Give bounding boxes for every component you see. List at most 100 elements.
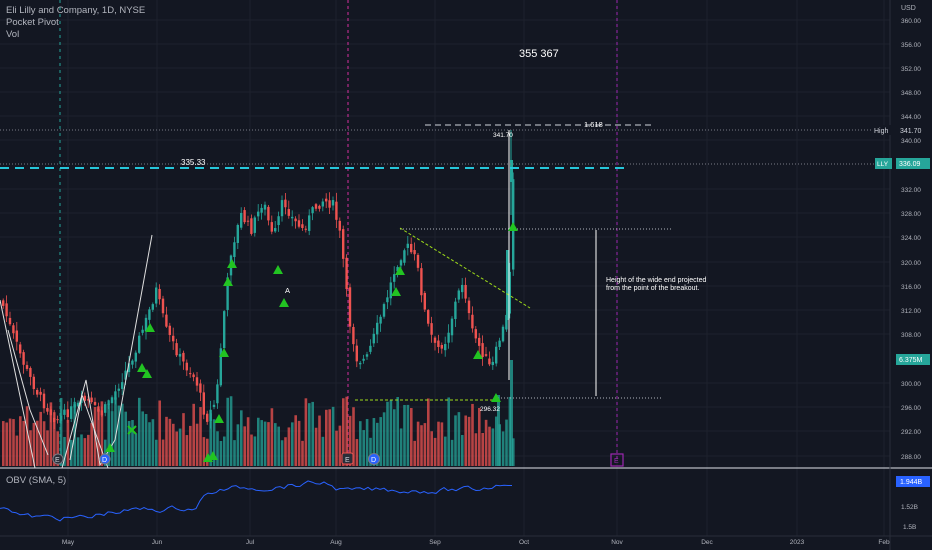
- candle-body: [345, 257, 348, 290]
- obv-badge: 1.944B: [896, 476, 930, 487]
- candle-body: [97, 406, 100, 412]
- pocket-pivot-triangle: [508, 222, 518, 231]
- candle-body: [427, 310, 430, 324]
- candle-body: [342, 229, 345, 259]
- volume-bar: [297, 420, 301, 466]
- event-marker-earnings[interactable]: E: [341, 452, 354, 465]
- price-axis-tick: 344.00: [901, 114, 921, 121]
- high-badge-label: High: [874, 128, 889, 135]
- candle-body: [495, 346, 498, 364]
- volume-bar: [134, 433, 138, 466]
- volume-bar: [76, 437, 80, 466]
- volume-bar: [427, 398, 430, 466]
- candle-body: [151, 304, 154, 310]
- drawn-zigzag: [69, 393, 109, 469]
- volume-bar: [121, 403, 124, 466]
- pocket-pivot-triangle: [391, 287, 401, 296]
- candle-body: [484, 354, 488, 356]
- candle-body: [240, 212, 243, 228]
- volume-bar: [413, 440, 416, 466]
- candle-body: [444, 344, 447, 351]
- candle-body: [399, 260, 403, 266]
- volume-bar: [253, 436, 257, 466]
- candle-body: [321, 201, 324, 207]
- chart-legend: Eli Lilly and Company, 1D, NYSE Pocket P…: [6, 5, 145, 41]
- pocket-pivot-triangle: [137, 363, 147, 372]
- candle-body: [467, 300, 471, 314]
- price-axis-tick: 332.00: [901, 187, 921, 194]
- candle-body: [280, 200, 284, 217]
- pocket-pivot-triangle: [219, 348, 229, 357]
- drawn-zigzag: [7, 329, 49, 456]
- candle-body: [93, 401, 97, 405]
- candle-body: [15, 330, 18, 342]
- candle-body: [141, 329, 144, 333]
- volume-bar: [345, 396, 348, 466]
- volume-bar: [433, 437, 437, 466]
- cross-marker: [127, 425, 137, 435]
- candle-body: [267, 206, 270, 221]
- pocket-pivot-triangle: [273, 265, 283, 274]
- volume-bar: [175, 431, 178, 466]
- candle-body: [39, 391, 42, 395]
- event-marker-earnings[interactable]: E: [52, 453, 64, 465]
- time-axis-label: May: [62, 539, 75, 546]
- volume-bar: [510, 360, 513, 466]
- volume-bar: [440, 422, 444, 466]
- candle-body: [223, 311, 226, 349]
- obv-axis-tick: 1.5B: [903, 524, 916, 531]
- event-marker-dividend[interactable]: D: [99, 453, 111, 465]
- candle-body: [498, 340, 501, 347]
- candle-body: [138, 335, 141, 353]
- candle-body: [178, 353, 182, 357]
- price-axis-tick: 340.00: [901, 138, 921, 145]
- candle-body: [338, 220, 341, 231]
- price-axis[interactable]: 360.00 356.00 352.00 348.00 344.00 340.00 332.…: [901, 18, 921, 461]
- drawn-zigzag: [61, 234, 153, 469]
- volume-bar: [22, 420, 25, 466]
- candle-body: [168, 325, 171, 335]
- time-axis[interactable]: May Jun Jul Aug Sep Oct Nov Dec 2023 Feb: [62, 539, 890, 546]
- volume-bar: [178, 428, 182, 466]
- indicator-pocket-pivot[interactable]: Pocket Pivot: [6, 17, 59, 28]
- time-axis-label: Aug: [330, 539, 342, 546]
- candle-body: [420, 268, 423, 296]
- candle-body: [134, 352, 137, 362]
- price-axis-tick: 320.00: [901, 260, 921, 267]
- candle-body: [478, 337, 481, 346]
- volume-bar: [461, 434, 464, 466]
- event-marker-earnings-upcoming[interactable]: E: [610, 453, 624, 467]
- symbol-title[interactable]: Eli Lilly and Company, 1D, NYSE: [6, 5, 146, 16]
- candle-body: [376, 322, 379, 335]
- volume-bar: [90, 422, 93, 466]
- candle-body: [5, 303, 8, 317]
- volume-bar: [267, 422, 270, 466]
- volume-bar: [114, 397, 117, 466]
- indicator-volume[interactable]: Vol: [6, 29, 20, 40]
- candle-body: [274, 228, 277, 232]
- candle-body: [284, 199, 287, 208]
- volume-bar: [32, 422, 36, 466]
- volume-bar: [450, 439, 454, 466]
- candle-body: [450, 318, 454, 336]
- candle-body: [36, 389, 39, 395]
- volume-bar: [165, 416, 168, 466]
- high-badge: High 341.70: [872, 125, 930, 135]
- event-marker-dividend[interactable]: D: [368, 453, 380, 465]
- volume-bar: [209, 413, 212, 466]
- candle-body: [192, 374, 195, 378]
- candle-body: [155, 287, 158, 304]
- candle-body: [413, 250, 416, 255]
- time-axis-label: Sep: [429, 539, 441, 546]
- candle-body: [226, 277, 229, 310]
- volume-bar: [100, 401, 104, 466]
- volume-bar: [437, 421, 440, 466]
- price-axis-tick: 352.00: [901, 66, 921, 73]
- volume-bar: [257, 417, 260, 466]
- volume-bar: [124, 411, 127, 466]
- obv-legend[interactable]: OBV (SMA, 5): [6, 475, 67, 486]
- candle-body: [481, 343, 484, 358]
- candle-body: [216, 384, 219, 404]
- time-axis-label: Dec: [701, 539, 713, 546]
